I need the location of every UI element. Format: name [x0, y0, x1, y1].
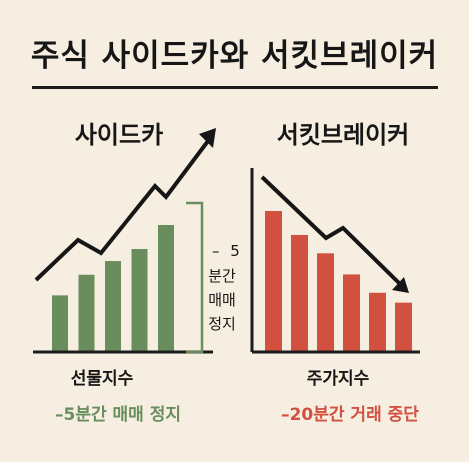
sidecar-bar-2: [78, 274, 95, 352]
sidecar-bars: [52, 225, 174, 352]
circuit-breaker-downtrend-arrowhead-icon: [392, 277, 409, 293]
circuit-breaker-bar-6: [395, 302, 412, 352]
circuit-breaker-x-label: 주가지수: [307, 369, 370, 389]
circuit-breaker-bar-2: [291, 234, 308, 352]
sidecar-x-label: 선물지수: [71, 369, 134, 389]
circuit-breaker-chart-title: 서킷브레이커: [277, 121, 409, 149]
sidecar-bar-3: [105, 261, 121, 352]
sidecar-footnote: –5분간 매매 정지: [54, 405, 181, 425]
circuit-breaker-downtrend-arrow-line: [260, 175, 401, 285]
title-divider: [32, 86, 438, 89]
circuit-breaker-footnote: –20분간 거래 중단: [281, 405, 419, 425]
circuit-breaker-bar-5: [369, 292, 386, 352]
sidecar-bar-4: [131, 249, 148, 352]
circuit-breaker-bar-3: [317, 253, 334, 352]
page-title: 주식 사이드카와 서킷브레이커: [30, 38, 439, 74]
halt-annotation-dash: –: [212, 242, 220, 260]
sidecar-uptrend-arrowhead-icon: [199, 128, 216, 148]
circuit-breaker-chart: 서킷브레이커 주가지수: [250, 121, 420, 389]
halt-annotation-line-1: 분간: [208, 267, 236, 285]
sidecar-bar-1: [52, 295, 68, 352]
sidecar-chart: 사이드카 – 5 분간 매매 정지 선물지수: [33, 121, 240, 389]
halt-bracket: [186, 201, 204, 354]
halt-annotation-line-2: 매매: [208, 291, 236, 309]
sidecar-bar-5: [158, 225, 174, 352]
halt-annotation-value: – 5: [212, 242, 240, 260]
sidecar-chart-title: 사이드카: [75, 121, 163, 149]
circuit-breaker-bar-1: [265, 211, 282, 352]
circuit-breaker-bar-4: [343, 274, 360, 352]
halt-annotation-line-3: 정지: [208, 315, 236, 333]
halt-annotation-number: 5: [230, 242, 240, 260]
sidecar-uptrend-arrow-line: [34, 135, 213, 282]
circuit-breaker-bars: [265, 211, 412, 352]
